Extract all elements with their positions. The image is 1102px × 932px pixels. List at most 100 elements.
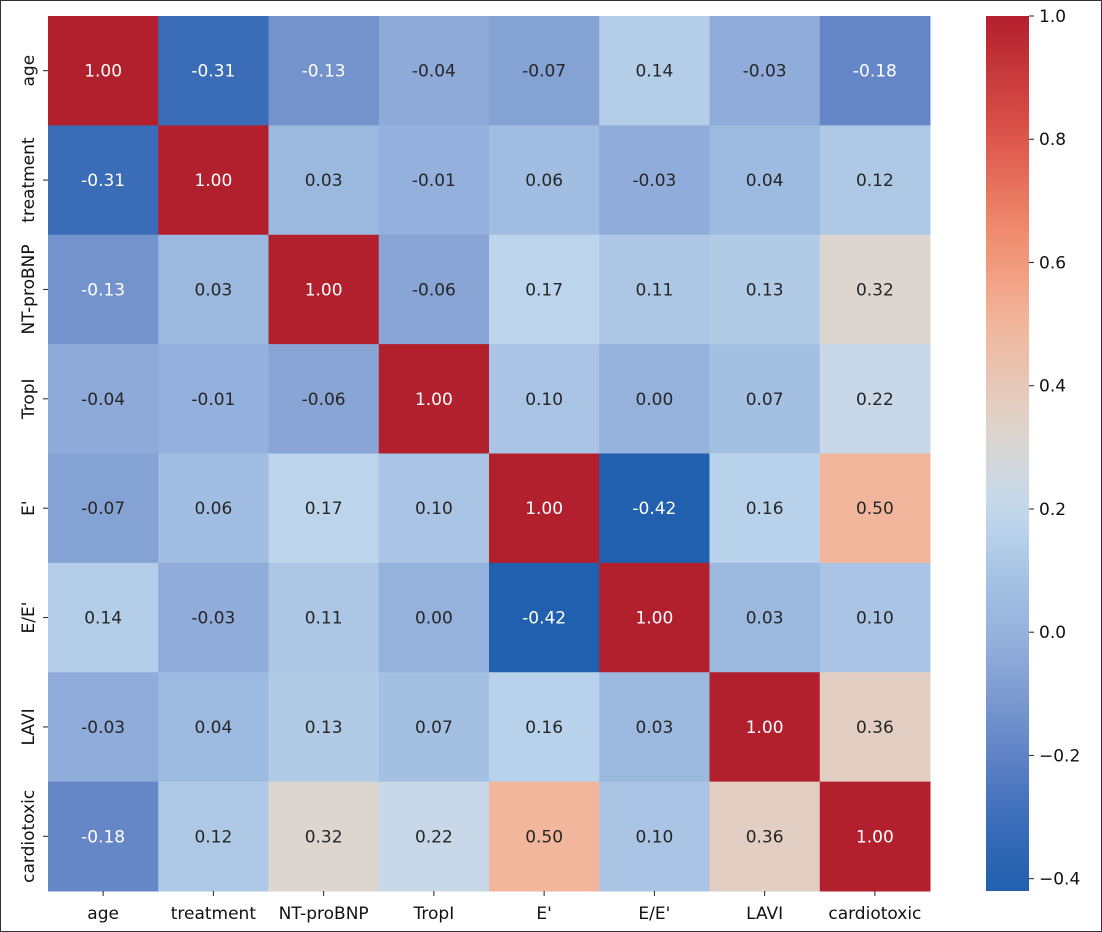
x-tick-label: NT-proBNP [279, 904, 369, 924]
cell-annotation: -0.03 [743, 62, 787, 82]
cell-annotation: 0.03 [635, 718, 673, 738]
heatmap-cell [709, 234, 821, 345]
heatmap-cell [819, 234, 931, 345]
cell-annotation: -0.07 [81, 499, 125, 519]
cell-annotation: 0.00 [635, 390, 673, 410]
heatmap-cell [158, 781, 269, 892]
cell-annotation: 0.22 [856, 390, 894, 410]
heatmap-cell [158, 672, 269, 783]
heatmap-cell [268, 16, 380, 126]
cell-annotation: 1.00 [415, 390, 453, 410]
cell-annotation: 0.10 [525, 390, 563, 410]
cell-annotation: -0.04 [412, 62, 456, 82]
cell-annotation: 1.00 [84, 62, 122, 82]
heatmap-cell [819, 125, 931, 236]
heatmap-cell [378, 672, 490, 783]
heatmap-cell [709, 781, 821, 892]
y-tick-label: NT-proBNP [19, 244, 39, 334]
cell-annotation: 0.03 [746, 609, 784, 629]
heatmap-cell [268, 344, 380, 454]
cell-annotation: 0.00 [415, 609, 453, 629]
heatmap-cell [158, 16, 269, 126]
colorbar-gradient [986, 16, 1029, 891]
cell-annotation: 0.07 [415, 718, 453, 738]
heatmap-cell [378, 125, 490, 236]
cell-annotation: 0.36 [746, 827, 784, 847]
colorbar-tick-label: 0.2 [1039, 500, 1066, 520]
cell-annotation: 0.13 [305, 718, 343, 738]
heatmap-cell [819, 16, 931, 126]
cell-annotation: 0.36 [856, 718, 894, 738]
cell-annotation: -0.18 [81, 827, 125, 847]
cell-annotation: 0.10 [415, 499, 453, 519]
cell-annotation: -0.31 [191, 62, 235, 82]
cell-annotation: 0.04 [194, 718, 232, 738]
heatmap-cell [158, 453, 269, 564]
cell-annotation: 1.00 [856, 827, 894, 847]
heatmap-cell [268, 234, 380, 345]
heatmap-cell [268, 672, 380, 783]
x-tick-label: treatment [171, 904, 257, 924]
heatmap-cell [158, 344, 269, 454]
heatmap-cell [268, 562, 380, 673]
heatmap-cell [378, 562, 490, 673]
heatmap-cell [48, 125, 159, 236]
cell-annotation: -0.03 [632, 171, 676, 191]
cell-annotation: 0.12 [194, 827, 232, 847]
heatmap-cell [158, 234, 269, 345]
cell-annotation: 0.17 [525, 280, 563, 300]
heatmap-cell [709, 125, 821, 236]
cell-annotation: 0.04 [746, 171, 784, 191]
heatmap-cell [819, 453, 931, 564]
heatmap-cell [48, 781, 159, 892]
heatmap-cell [709, 672, 821, 783]
cell-annotation: 0.32 [305, 827, 343, 847]
cell-annotation: 0.03 [305, 171, 343, 191]
cell-annotation: 0.11 [305, 609, 343, 629]
heatmap-cell [489, 672, 600, 783]
x-tick-label: E/E' [638, 904, 670, 924]
cell-annotation: 0.12 [856, 171, 894, 191]
colorbar-tick-label: −0.4 [1039, 870, 1080, 890]
heatmap-cell [48, 234, 159, 345]
heatmap-cell [378, 234, 490, 345]
colorbar-tick-label: −0.2 [1039, 746, 1080, 766]
x-tick-label: age [87, 904, 119, 924]
heatmap-cell [709, 453, 821, 564]
cell-annotation: 0.50 [856, 499, 894, 519]
cell-annotation: -0.13 [81, 280, 125, 300]
cell-annotation: 1.00 [635, 609, 673, 629]
cell-annotation: 0.32 [856, 280, 894, 300]
heatmap-cell [48, 453, 159, 564]
heatmap-cell [599, 16, 710, 126]
cell-annotation: -0.31 [81, 171, 125, 191]
cell-annotation: 1.00 [305, 280, 343, 300]
heatmap-cell [158, 562, 269, 673]
cell-annotation: 1.00 [525, 499, 563, 519]
x-tick-label: TropI [413, 904, 455, 924]
y-tick-label: LAVI [19, 708, 39, 745]
heatmap-cell [599, 562, 710, 673]
cell-annotation: -0.18 [853, 62, 897, 82]
cell-annotation: 0.17 [305, 499, 343, 519]
cell-annotation: 0.03 [194, 280, 232, 300]
cell-annotation: -0.04 [81, 390, 125, 410]
heatmap-cell [378, 781, 490, 892]
cell-annotation: -0.13 [302, 62, 346, 82]
cell-annotation: 0.22 [415, 827, 453, 847]
heatmap-cell [268, 781, 380, 892]
heatmap-cell [48, 562, 159, 673]
heatmap-cell [709, 562, 821, 673]
y-axis: age treatment NT-proBNP TropI E' E/E' LAVI card… [19, 55, 48, 883]
colorbar-tick-label: 0.8 [1039, 130, 1066, 150]
cell-annotation: 0.07 [746, 390, 784, 410]
heatmap-cell [599, 672, 710, 783]
heatmap-cell [599, 781, 710, 892]
x-tick-label: LAVI [746, 904, 783, 924]
heatmap-cell [48, 344, 159, 454]
cell-annotation: -0.42 [632, 499, 676, 519]
colorbar-tick-label: 0.4 [1039, 377, 1066, 397]
heatmap-cell [599, 344, 710, 454]
cell-annotation: 0.10 [635, 827, 673, 847]
